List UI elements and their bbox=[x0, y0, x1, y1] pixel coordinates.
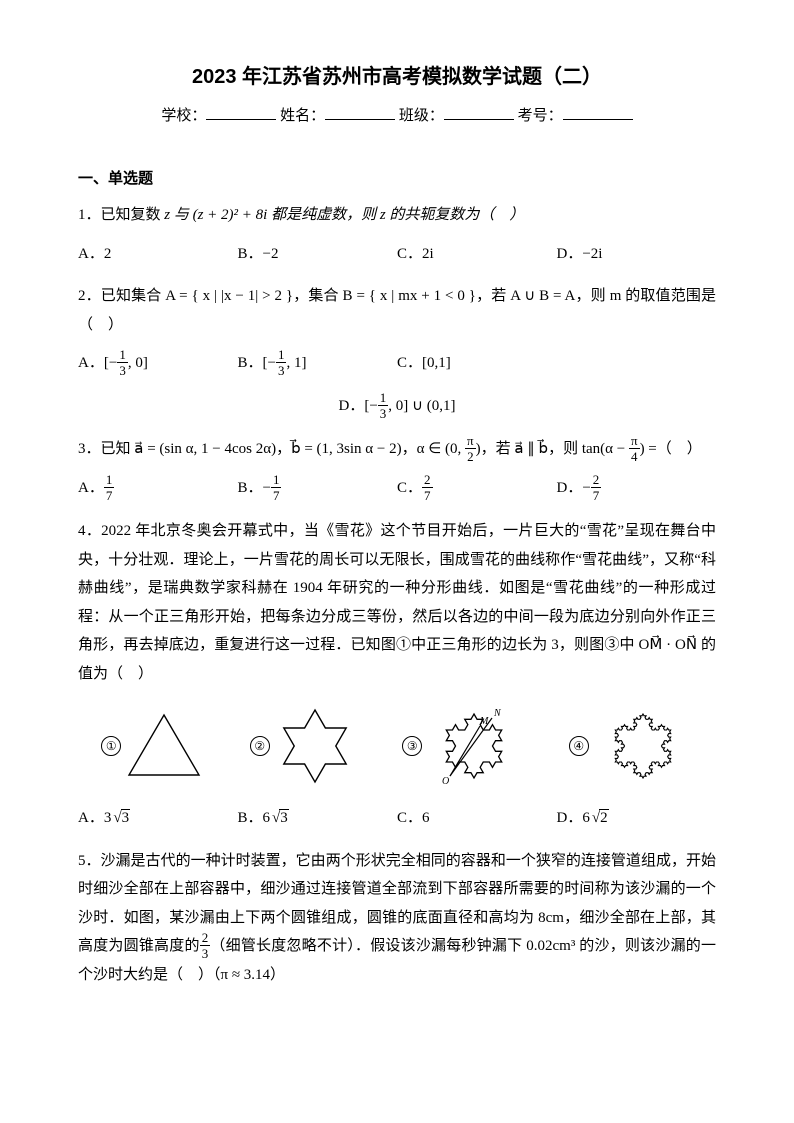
q3-opt-d-frac: 27 bbox=[591, 473, 602, 502]
q2-opt-b-il: [− bbox=[263, 355, 276, 371]
fig2-label: ② bbox=[250, 736, 270, 756]
q2-opt-a-frac: 13 bbox=[117, 348, 128, 377]
q1-opt-d: D．−2i bbox=[557, 240, 717, 269]
q2-opt-b-label: B． bbox=[238, 355, 263, 371]
q2-opt-a-ir: , 0] bbox=[128, 355, 148, 371]
fig3-wrap: ③ M N O bbox=[402, 700, 522, 792]
q2-opt-a-il: [− bbox=[104, 355, 117, 371]
q3-opt-b: B．−17 bbox=[238, 474, 398, 503]
q3-opt-c-label: C． bbox=[397, 480, 422, 496]
fig3-N: N bbox=[493, 708, 502, 719]
fig4-wrap: ④ bbox=[569, 698, 693, 794]
examno-blank bbox=[563, 104, 633, 120]
question-4: 4．2022 年北京冬奥会开幕式中，当《雪花》这个节目开始后，一片巨大的“雪花”… bbox=[78, 517, 716, 688]
question-1: 1．已知复数 z 与 (z + 2)² + 8i 都是纯虚数，则 z 的共轭复数… bbox=[78, 201, 716, 230]
q4-opt-c: C．6 bbox=[397, 804, 557, 833]
school-label: 学校： bbox=[161, 108, 206, 124]
q2-opt-c: C．[0,1] bbox=[397, 349, 557, 378]
q3-opt-c: C．27 bbox=[397, 474, 557, 503]
q5-frac23: 23 bbox=[200, 931, 211, 960]
question-2: 2．已知集合 A = { x | |x − 1| > 2 }，集合 B = { … bbox=[78, 282, 716, 339]
q2-opt-b-ir: , 1] bbox=[286, 355, 306, 371]
q4-opt-a: A．33 bbox=[78, 804, 238, 833]
question-3: 3．已知 a⃗ = (sin α, 1 − 4cos 2α)，b⃗ = (1, … bbox=[78, 435, 716, 464]
fig3-koch: M N O bbox=[426, 700, 522, 792]
fig3-label: ③ bbox=[402, 736, 422, 756]
student-blanks: 学校： 姓名： 班级： 考号： bbox=[78, 102, 716, 131]
q3-text-a: 3．已知 a⃗ = (sin α, 1 − 4cos 2α)，b⃗ = (1, … bbox=[78, 441, 465, 457]
q2-opt-a: A．[−13, 0] bbox=[78, 349, 238, 378]
fig3-O: O bbox=[442, 776, 449, 787]
fig1-wrap: ① bbox=[101, 711, 203, 781]
fig1-label: ① bbox=[101, 736, 121, 756]
fig2-star bbox=[274, 705, 356, 787]
q4-opt-a-label: A．3 bbox=[78, 810, 111, 826]
q1-expr: z 与 (z + 2)² + 8i 都是纯虚数，则 z 的共轭复数为（ ） bbox=[161, 207, 525, 223]
section-heading: 一、单选题 bbox=[78, 165, 716, 194]
q4-opt-a-sqrt: 3 bbox=[111, 804, 130, 833]
q4-opt-b: B．63 bbox=[238, 804, 398, 833]
q1-opt-b: B．−2 bbox=[238, 240, 398, 269]
q2-opt-a-label: A． bbox=[78, 355, 104, 371]
q2-opt-b: B．[−13, 1] bbox=[238, 349, 398, 378]
question-5: 5．沙漏是古代的一种计时装置，它由两个形状完全相同的容器和一个狭窄的连接管道组成… bbox=[78, 847, 716, 990]
q3-opt-b-label: B．− bbox=[238, 480, 271, 496]
q4-opt-b-sqrt: 3 bbox=[270, 804, 289, 833]
fig2-wrap: ② bbox=[250, 705, 356, 787]
q4-opt-d: D．62 bbox=[557, 804, 717, 833]
q2-opt-d-label: D． bbox=[338, 398, 364, 414]
q3-opt-a-label: A． bbox=[78, 480, 104, 496]
q4-opt-d-sqrt: 2 bbox=[590, 804, 609, 833]
q1-text-a: 1．已知复数 bbox=[78, 207, 161, 223]
q1-opt-a: A．2 bbox=[78, 240, 238, 269]
q3-opt-a: A．17 bbox=[78, 474, 238, 503]
q2-options-row2: D．[−13, 0] ∪ (0,1] bbox=[78, 392, 716, 421]
q3-text-c: ) =（ ） bbox=[640, 441, 702, 457]
page-title: 2023 年江苏省苏州市高考模拟数学试题（二） bbox=[78, 58, 716, 96]
q1-options: A．2 B．−2 C．2i D．−2i bbox=[78, 240, 716, 269]
q3-opt-b-frac: 17 bbox=[271, 473, 282, 502]
q2-opt-d-frac: 13 bbox=[378, 391, 389, 420]
q4-figures: ① ② ③ M N O ④ bbox=[78, 698, 716, 794]
name-blank bbox=[325, 104, 395, 120]
q1-opt-c: C．2i bbox=[397, 240, 557, 269]
school-blank bbox=[206, 104, 276, 120]
q3-opt-c-frac: 27 bbox=[422, 473, 433, 502]
fig1-triangle bbox=[125, 711, 203, 781]
q3-options: A．17 B．−17 C．27 D．−27 bbox=[78, 474, 716, 503]
q2-opt-b-frac: 13 bbox=[276, 348, 287, 377]
q2-opt-d-ir: , 0] ∪ (0,1] bbox=[388, 398, 455, 414]
q2-empty bbox=[557, 349, 717, 378]
class-label: 班级： bbox=[399, 108, 444, 124]
q3-opt-d: D．−27 bbox=[557, 474, 717, 503]
q3-text-b: )，若 a⃗ ∥ b⃗，则 tan(α − bbox=[476, 441, 629, 457]
examno-label: 考号： bbox=[518, 108, 563, 124]
fig3-M: M bbox=[479, 716, 489, 727]
fig4-label: ④ bbox=[569, 736, 589, 756]
q3-pi2: π2 bbox=[465, 434, 476, 463]
q2-opt-d-il: [− bbox=[364, 398, 377, 414]
q2-options-row1: A．[−13, 0] B．[−13, 1] C．[0,1] bbox=[78, 349, 716, 378]
class-blank bbox=[444, 104, 514, 120]
q3-pi4: π4 bbox=[629, 434, 640, 463]
q4-opt-d-label: D．6 bbox=[557, 810, 590, 826]
name-label: 姓名： bbox=[280, 108, 325, 124]
fig4-koch bbox=[593, 698, 693, 794]
q4-opt-b-label: B．6 bbox=[238, 810, 271, 826]
q3-opt-d-label: D．− bbox=[557, 480, 591, 496]
q4-options: A．33 B．63 C．6 D．62 bbox=[78, 804, 716, 833]
q3-opt-a-frac: 17 bbox=[104, 473, 115, 502]
